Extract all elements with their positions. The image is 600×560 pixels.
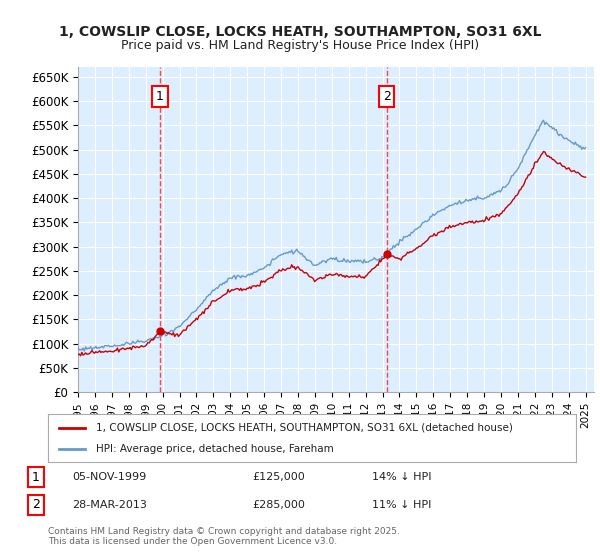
Text: 14% ↓ HPI: 14% ↓ HPI bbox=[372, 472, 431, 482]
Text: 1: 1 bbox=[156, 90, 164, 103]
Text: 2: 2 bbox=[32, 498, 40, 511]
Text: Price paid vs. HM Land Registry's House Price Index (HPI): Price paid vs. HM Land Registry's House … bbox=[121, 39, 479, 52]
Text: 28-MAR-2013: 28-MAR-2013 bbox=[72, 500, 147, 510]
Text: 05-NOV-1999: 05-NOV-1999 bbox=[72, 472, 146, 482]
Text: Contains HM Land Registry data © Crown copyright and database right 2025.
This d: Contains HM Land Registry data © Crown c… bbox=[48, 526, 400, 546]
Text: £285,000: £285,000 bbox=[252, 500, 305, 510]
Text: 2: 2 bbox=[383, 90, 391, 103]
Text: 1: 1 bbox=[32, 470, 40, 484]
Text: 11% ↓ HPI: 11% ↓ HPI bbox=[372, 500, 431, 510]
Text: 1, COWSLIP CLOSE, LOCKS HEATH, SOUTHAMPTON, SO31 6XL (detached house): 1, COWSLIP CLOSE, LOCKS HEATH, SOUTHAMPT… bbox=[95, 423, 512, 433]
Text: HPI: Average price, detached house, Fareham: HPI: Average price, detached house, Fare… bbox=[95, 444, 333, 454]
Text: £125,000: £125,000 bbox=[252, 472, 305, 482]
Text: 1, COWSLIP CLOSE, LOCKS HEATH, SOUTHAMPTON, SO31 6XL: 1, COWSLIP CLOSE, LOCKS HEATH, SOUTHAMPT… bbox=[59, 25, 541, 39]
